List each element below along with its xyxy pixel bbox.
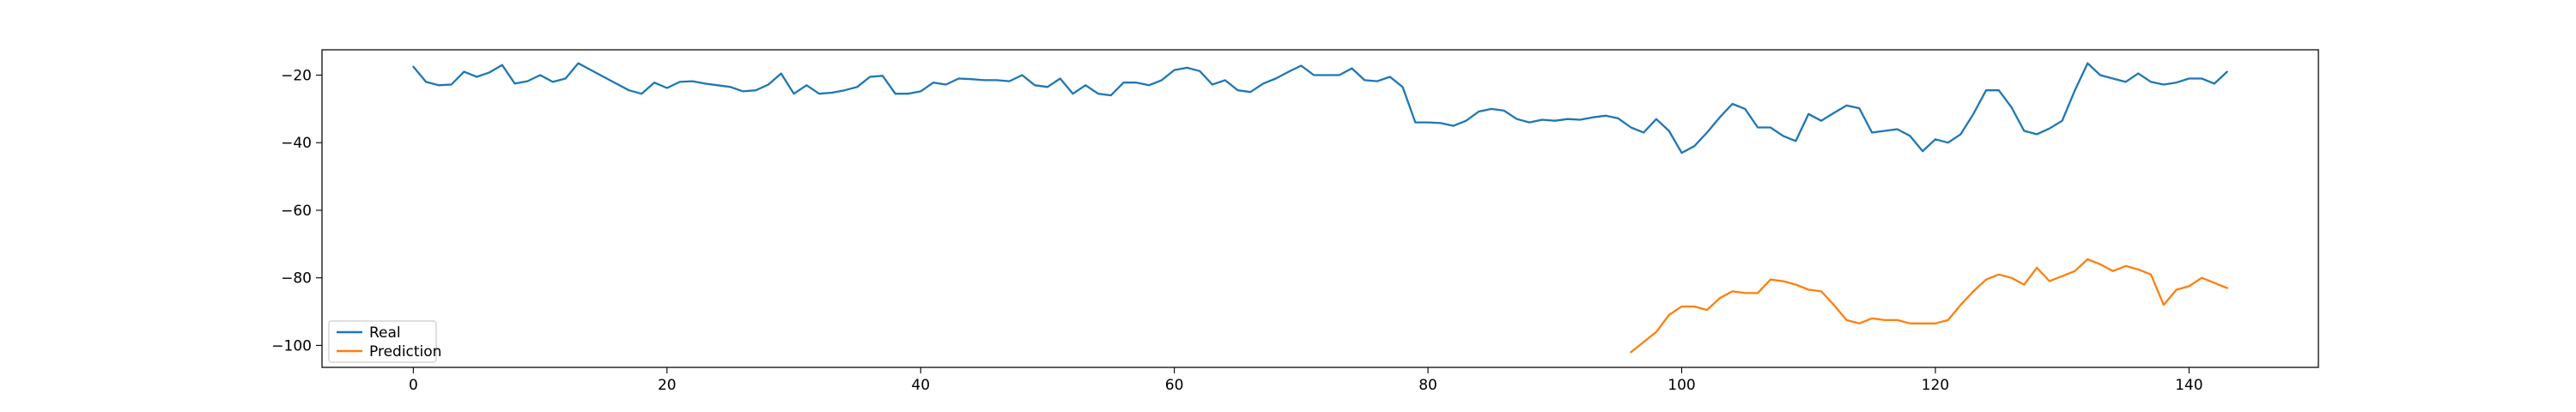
x-tick-label: 140 [2175, 377, 2202, 394]
axes-frame [321, 49, 2319, 368]
x-tick-label: 20 [658, 377, 677, 394]
x-tick-label: 40 [911, 377, 930, 394]
tick-layer: 0 20 40 60 80 100 120 140 −100 −80 −60 −40 −20 [271, 68, 2202, 394]
y-tick-label: −80 [281, 270, 312, 288]
series-line-real [412, 62, 2228, 154]
y-tick-label: −20 [281, 68, 312, 85]
y-tick-label: −60 [281, 203, 312, 220]
legend: Real Prediction [328, 320, 441, 363]
x-tick-label: 100 [1668, 377, 1695, 394]
legend-label-real: Real [369, 324, 401, 342]
x-tick-label: 60 [1165, 377, 1184, 394]
series-line-prediction [1630, 258, 2228, 354]
x-tick-label: 80 [1419, 377, 1437, 394]
x-tick-label: 0 [409, 377, 418, 394]
y-tick-label: −40 [281, 135, 312, 152]
x-tick-label: 120 [1922, 377, 1949, 394]
legend-label-prediction: Prediction [369, 343, 441, 360]
series-layer [412, 62, 2228, 354]
y-tick-label: −100 [271, 337, 312, 354]
